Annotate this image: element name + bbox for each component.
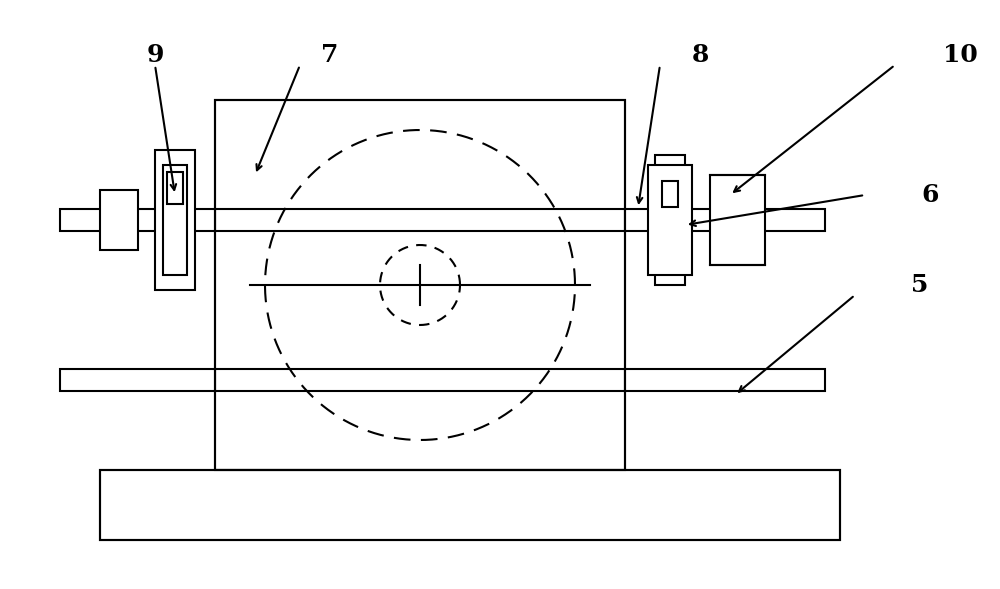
Bar xyxy=(60,209,215,231)
Bar xyxy=(655,155,685,285)
Bar xyxy=(710,175,765,265)
Bar xyxy=(662,181,678,207)
Bar xyxy=(625,209,825,231)
Text: 9: 9 xyxy=(146,43,164,67)
Bar xyxy=(100,470,840,540)
Bar xyxy=(215,100,625,470)
Bar xyxy=(155,150,195,290)
Bar xyxy=(163,165,187,275)
Bar xyxy=(100,190,138,250)
Bar xyxy=(60,369,215,391)
Bar xyxy=(215,100,625,470)
Text: 7: 7 xyxy=(321,43,339,67)
Bar xyxy=(648,165,692,275)
Text: 8: 8 xyxy=(691,43,709,67)
Bar xyxy=(100,470,840,540)
Text: 5: 5 xyxy=(911,273,929,297)
Text: 10: 10 xyxy=(943,43,977,67)
Bar xyxy=(625,369,825,391)
Bar xyxy=(167,172,183,204)
Text: 6: 6 xyxy=(921,183,939,207)
